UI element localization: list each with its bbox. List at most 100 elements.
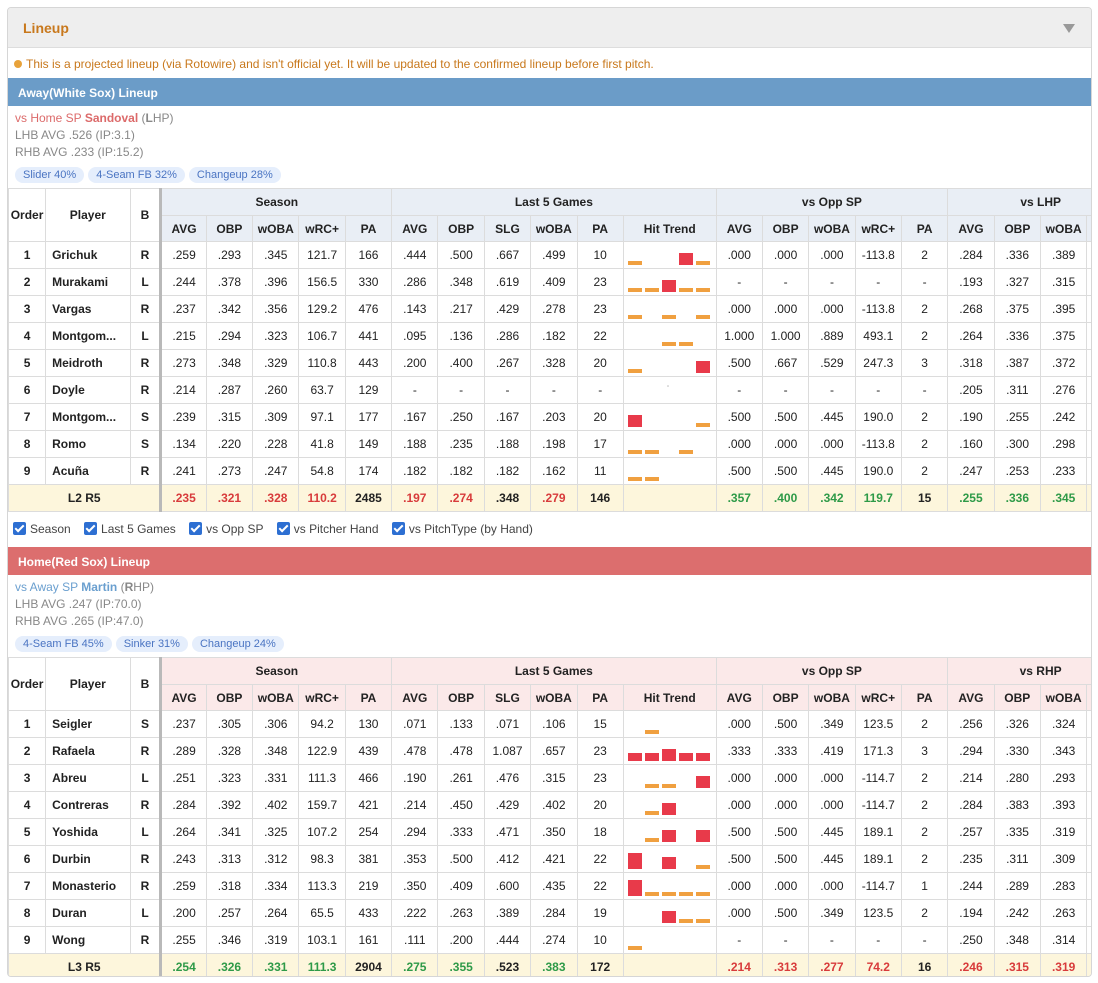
- season-stat: .289: [159, 737, 207, 765]
- last5-stat-header: PA: [576, 684, 624, 711]
- player-name[interactable]: Contreras: [45, 791, 131, 819]
- player-name[interactable]: Monasterio: [45, 872, 131, 900]
- row-6-hit-trend-chart: [627, 853, 710, 869]
- opp-sp-stat: 3: [900, 349, 949, 377]
- player-name[interactable]: Romo: [45, 430, 131, 458]
- filter-pitcher-hand-checkbox[interactable]: vs Pitcher Hand: [276, 522, 379, 536]
- last5-stat: 23: [576, 737, 624, 765]
- last5-stat: .235: [437, 430, 485, 458]
- player-name[interactable]: Seigler: [45, 710, 131, 738]
- opp-sp-total: 15: [900, 484, 949, 512]
- opp-sp-stat: 123.5: [854, 899, 902, 927]
- trend-bar: [695, 776, 710, 788]
- home-lineup-title: Home(Red Sox) Lineup: [18, 555, 151, 569]
- lineup-panel: Lineup This is a projected lineup (via R…: [7, 7, 1092, 977]
- batting-order: 4: [8, 791, 47, 819]
- season-stat: .312: [252, 845, 300, 873]
- season-stat: .237: [159, 710, 207, 738]
- home-sp-name[interactable]: Martin: [81, 580, 118, 594]
- panel-header[interactable]: Lineup: [8, 8, 1091, 48]
- bats-hand: R: [129, 791, 162, 819]
- hand-stat: 140.1: [1086, 349, 1091, 377]
- last5-stat: .167: [391, 403, 439, 431]
- last5-stat: .450: [437, 791, 485, 819]
- checkbox-checked-icon[interactable]: [13, 522, 26, 535]
- opp-sp-stat: .000: [761, 241, 810, 269]
- hit-trend-cell: [622, 845, 717, 873]
- checkbox-checked-icon[interactable]: [276, 522, 290, 535]
- handedness-summary: L3 R5: [8, 953, 162, 976]
- hand-total: .255: [947, 484, 995, 512]
- player-name[interactable]: Doyle: [45, 376, 131, 404]
- player-name[interactable]: Grichuk: [45, 241, 131, 269]
- checkbox-checked-icon[interactable]: [189, 522, 203, 535]
- player-name[interactable]: Yoshida: [45, 818, 131, 846]
- collapse-caret-icon[interactable]: [1063, 24, 1075, 33]
- last5-total: .274: [437, 484, 485, 512]
- opp-sp-stat: .445: [808, 818, 856, 846]
- season-stat: 110.8: [298, 349, 346, 377]
- hand-stat: .268: [947, 295, 995, 323]
- bats-hand: R: [129, 457, 162, 485]
- player-name[interactable]: Durbin: [45, 845, 131, 873]
- bats-hand: L: [129, 764, 162, 792]
- hand-stat: 78.5: [1086, 872, 1091, 900]
- last5-stat-header: wOBA: [530, 215, 578, 242]
- player-name[interactable]: Meidroth: [45, 349, 131, 377]
- season-stat: .228: [252, 430, 300, 458]
- trend-bar: [627, 288, 642, 292]
- last5-stat: .444: [483, 926, 532, 954]
- hand-stat: .194: [947, 899, 995, 927]
- season-stat-header: OBP: [205, 684, 254, 711]
- filter-pitchtype-checkbox[interactable]: vs PitchType (by Hand): [391, 522, 533, 536]
- player-name[interactable]: Rafaela: [45, 737, 131, 765]
- last5-stat: .278: [530, 295, 578, 323]
- checkbox-checked-icon[interactable]: [84, 522, 98, 535]
- player-name[interactable]: Duran: [45, 899, 131, 927]
- hand-stat: .311: [993, 376, 1042, 404]
- hand-stat: .318: [947, 349, 995, 377]
- last5-stat: .409: [530, 268, 578, 296]
- row-2-hit-trend-chart: [627, 280, 710, 292]
- opp-sp-stat: 493.1: [854, 322, 902, 350]
- home-lineup-bar: Home(Red Sox) Lineup: [8, 547, 1091, 575]
- opp-sp-stat: 2: [900, 457, 949, 485]
- player-name[interactable]: Vargas: [45, 295, 131, 323]
- opp-sp-stat: .333: [761, 737, 810, 765]
- pitch-tag: 4-Seam FB 32%: [88, 167, 185, 183]
- player-name[interactable]: Abreu: [45, 764, 131, 792]
- batting-order: 9: [8, 926, 47, 954]
- season-total: 2485: [344, 484, 393, 512]
- season-stat-header: AVG: [159, 215, 207, 242]
- filter-season-checkbox[interactable]: Season: [13, 522, 71, 536]
- last5-stat: 23: [576, 764, 624, 792]
- away-sp-name[interactable]: Sandoval: [84, 111, 139, 125]
- hit-trend-cell: [622, 764, 717, 792]
- last5-stat: -: [391, 376, 439, 404]
- season-stat: 63.7: [298, 376, 346, 404]
- trend-bar: [644, 892, 659, 896]
- filter-last5-checkbox[interactable]: Last 5 Games: [84, 522, 176, 536]
- home-lhb-avg: LHB AVG .247 (IP:70.0): [15, 597, 142, 611]
- last5-stat: .188: [391, 430, 439, 458]
- season-total: 110.2: [298, 484, 346, 512]
- player-name[interactable]: Wong: [45, 926, 131, 954]
- player-name[interactable]: Montgom...: [45, 403, 131, 431]
- player-name[interactable]: Murakami: [45, 268, 131, 296]
- bats-hand: R: [129, 376, 162, 404]
- player-name[interactable]: Acuña: [45, 457, 131, 485]
- opp-sp-stat: .000: [761, 430, 810, 458]
- opp-sp-total: 16: [900, 953, 949, 976]
- trend-bar: [627, 880, 642, 896]
- trend-bar: [695, 865, 710, 869]
- opp-sp-stat: 247.3: [854, 349, 902, 377]
- stat-header-row: AVG OBP wOBA wRC+ PA AVG OBP SLG wOBA PA Hit Trend…: [9, 684, 1091, 711]
- season-stat: .260: [252, 376, 300, 404]
- opp-sp-stat: .000: [761, 295, 810, 323]
- checkbox-checked-icon[interactable]: [391, 522, 405, 535]
- batting-order: 5: [8, 818, 47, 846]
- season-stat: 98.3: [298, 845, 346, 873]
- hand-stat: .214: [947, 764, 995, 792]
- player-name[interactable]: Montgom...: [45, 322, 131, 350]
- filter-opp-sp-checkbox[interactable]: vs Opp SP: [189, 522, 263, 536]
